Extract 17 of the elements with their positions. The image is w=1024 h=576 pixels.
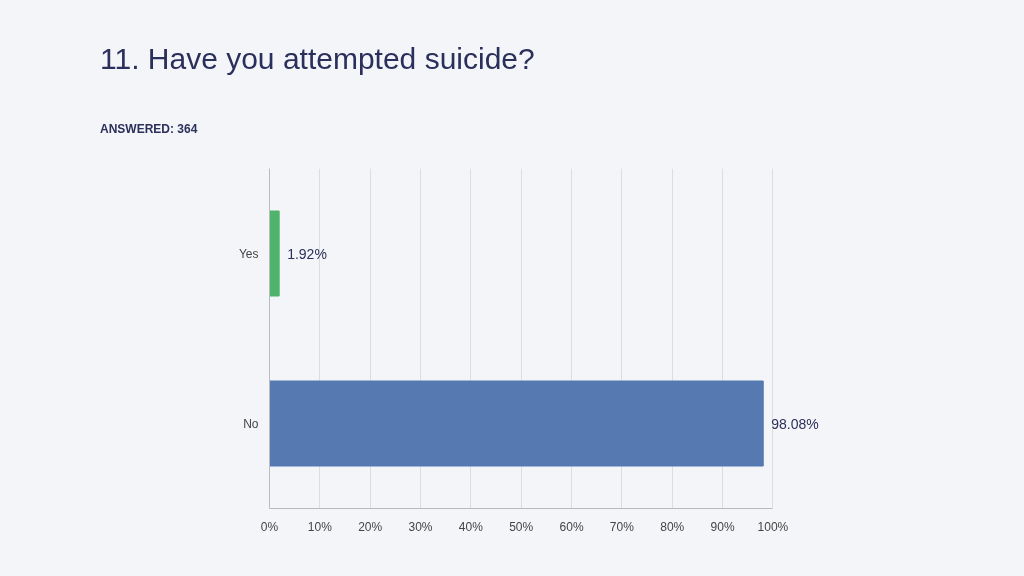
data-label: 1.92%	[287, 245, 327, 262]
x-tick-label: 100%	[757, 519, 789, 534]
y-tick-label: Yes	[238, 246, 259, 261]
text: ANSWERED: 364	[100, 121, 198, 138]
y-tick-label: No	[243, 416, 259, 431]
x-tick-label: 60%	[559, 519, 584, 534]
x-tick-label: 10%	[307, 519, 333, 534]
x-tick-label: 40%	[458, 519, 484, 534]
x-tick-label: 30%	[408, 519, 433, 534]
x-tick-label: 0%	[260, 519, 279, 534]
x-tick-label: 80%	[660, 519, 685, 534]
x-tick-label: 90%	[710, 519, 735, 534]
x-tick-label: 50%	[509, 519, 534, 534]
x-tick-label: 20%	[358, 519, 383, 534]
data-label: 98.08%	[771, 415, 819, 432]
x-tick-label: 70%	[609, 519, 635, 534]
chart-title: 11. Have you attempted suicide?	[100, 41, 535, 77]
